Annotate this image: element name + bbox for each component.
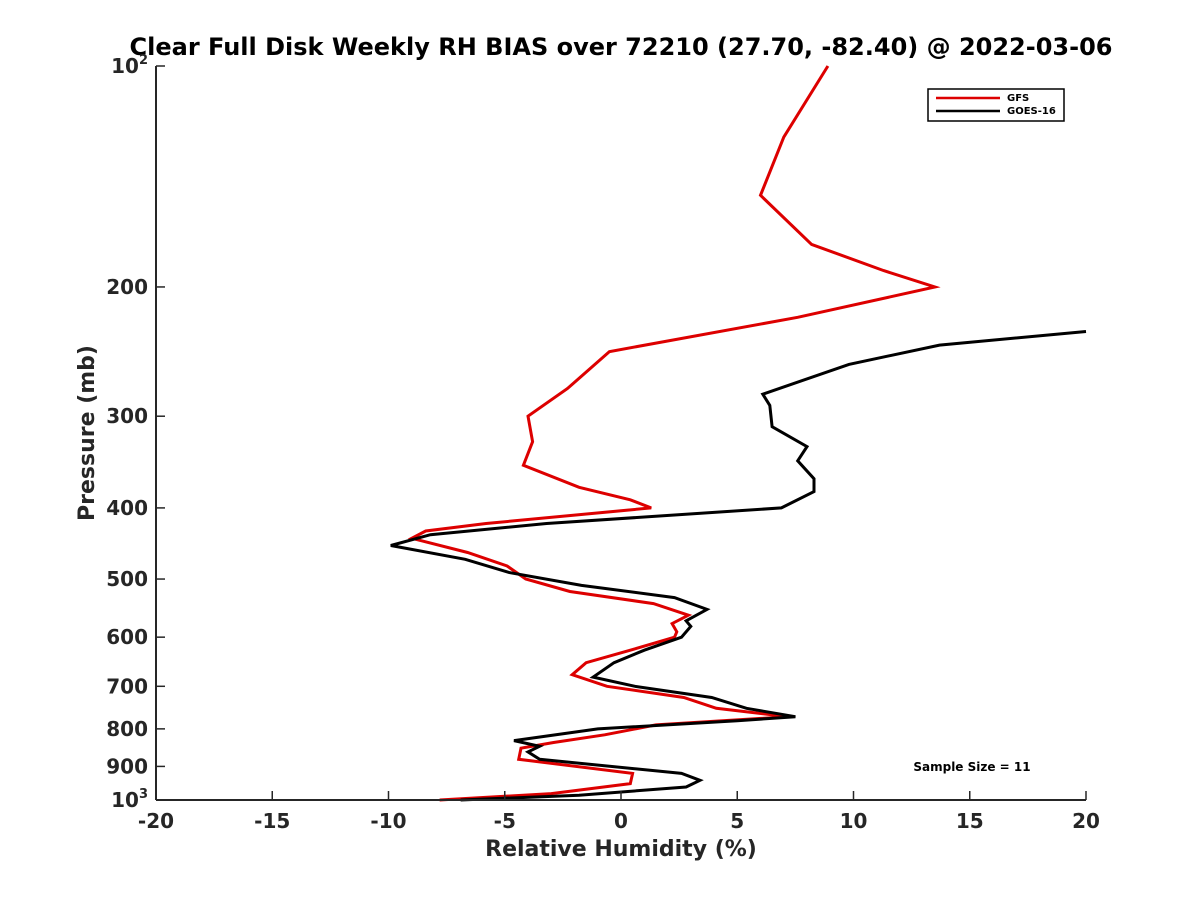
y-tick-label: 400 (106, 496, 148, 520)
legend-label-goes16: GOES-16 (1007, 106, 1056, 117)
series-line-goes16 (390, 330, 1087, 802)
sample-size-annotation: Sample Size = 11 (913, 760, 1030, 774)
legend: GFS GOES-16 (927, 88, 1065, 122)
x-tick-label: -10 (370, 809, 406, 833)
x-tick-label: 20 (1072, 809, 1100, 833)
y-tick-label: 600 (106, 625, 148, 649)
legend-box (927, 88, 1065, 122)
y-axis-label: Pressure (mb) (75, 345, 100, 521)
x-tick-label: 0 (614, 809, 628, 833)
x-tick-label: -5 (494, 809, 516, 833)
x-tick-label: 15 (956, 809, 984, 833)
y-tick-label: 200 (106, 275, 148, 299)
y-tick-label: 103 (111, 787, 148, 812)
y-tick-label: 900 (106, 754, 148, 778)
x-axis-ticks: -20 -15 -10 -5 0 5 10 15 20 (138, 791, 1100, 833)
y-tick-label: 800 (106, 717, 148, 741)
x-tick-label: 5 (730, 809, 744, 833)
chart-title: Clear Full Disk Weekly RH BIAS over 7221… (130, 33, 1113, 61)
series-line-gfs (407, 65, 941, 802)
x-axis-label: Relative Humidity (%) (485, 837, 757, 862)
x-tick-label: 10 (840, 809, 868, 833)
series-layer (390, 65, 1087, 802)
y-tick-label: 102 (111, 53, 148, 78)
legend-label-gfs: GFS (1007, 93, 1029, 104)
y-tick-label: 500 (106, 567, 148, 591)
x-tick-label: -15 (254, 809, 290, 833)
x-tick-label: -20 (138, 809, 174, 833)
y-tick-label: 700 (106, 674, 148, 698)
y-tick-label: 300 (106, 404, 148, 428)
y-axis-ticks: 102 200 300 400 500 600 700 800 900 103 (106, 53, 165, 812)
